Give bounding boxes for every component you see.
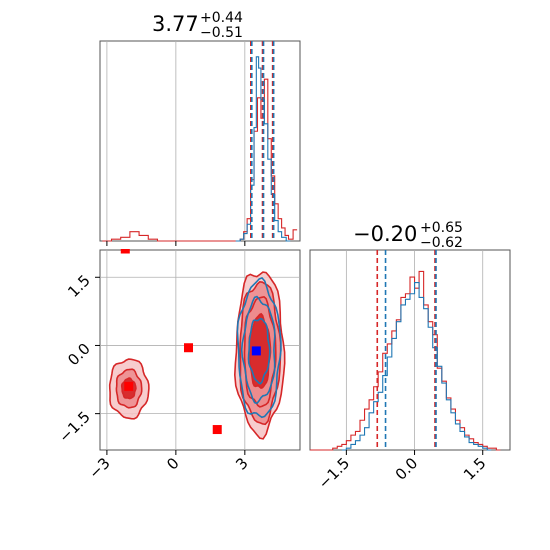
joint-x-tick-label: −3 (85, 454, 113, 482)
joint-ticks (95, 276, 246, 455)
joint-blue-contour (236, 276, 282, 419)
joint-markers (120, 249, 261, 435)
y-title-minus: −0.62 (420, 235, 463, 251)
joint-y-tick-label: 1.5 (64, 271, 94, 301)
joint-panel: −3 0 3 −1.5 0.0 1.5 (55, 249, 301, 482)
joint-marker-red (184, 343, 194, 353)
joint-x-tick-label: 0 (163, 454, 182, 473)
x-marginal-frame (99, 40, 301, 242)
x-marginal-panel: 3.77 +0.44 −0.51 (99, 10, 301, 246)
x-marginal-grid (106, 41, 246, 241)
x-marginal-hist-blue (235, 56, 291, 242)
x-marginal-histograms (102, 56, 298, 242)
x-title-plus: +0.44 (200, 10, 243, 26)
y-marginal-panel: −1.5 0.0 1.5 −0.20 +0.65 −0.62 (309, 220, 511, 493)
y-marginal-quantiles (376, 250, 437, 450)
x-marginal-quantiles (250, 41, 275, 241)
y-marginal-x-tick-label: 0.0 (392, 454, 422, 484)
joint-marker-red (120, 249, 130, 254)
joint-marker-red (212, 425, 222, 435)
x-marginal-ticks (106, 241, 246, 246)
joint-marker-blue (251, 346, 261, 356)
x-title-value: 3.77 (152, 12, 199, 36)
joint-blue-contour (247, 317, 271, 385)
joint-y-tick-labels: −1.5 0.0 1.5 (55, 271, 93, 446)
y-title-value: −0.20 (353, 222, 417, 246)
y-marginal-x-tick-labels: −1.5 0.0 1.5 (315, 454, 490, 492)
joint-blue-contours (236, 276, 282, 419)
y-marginal-histograms (310, 270, 501, 451)
joint-x-tick-labels: −3 0 3 (85, 454, 251, 482)
x-marginal-hist-red (102, 78, 298, 242)
y-marginal-hist-blue (341, 282, 492, 451)
y-marginal-hist-red (310, 270, 501, 451)
x-title-minus: −0.51 (200, 25, 243, 41)
y-marginal-frame (309, 249, 511, 451)
joint-x-tick-label: 3 (232, 454, 251, 473)
joint-y-tick-label: −1.5 (55, 408, 93, 446)
y-marginal-x-tick-label: 1.5 (460, 454, 490, 484)
joint-y-tick-label: 0.0 (64, 340, 94, 370)
joint-blue-contour (240, 295, 276, 405)
joint-frame (99, 249, 301, 451)
joint-marker-red (124, 381, 134, 391)
y-marginal-x-tick-label: −1.5 (315, 454, 353, 492)
y-marginal-ticks (345, 450, 484, 455)
y-title-plus: +0.65 (420, 220, 463, 236)
